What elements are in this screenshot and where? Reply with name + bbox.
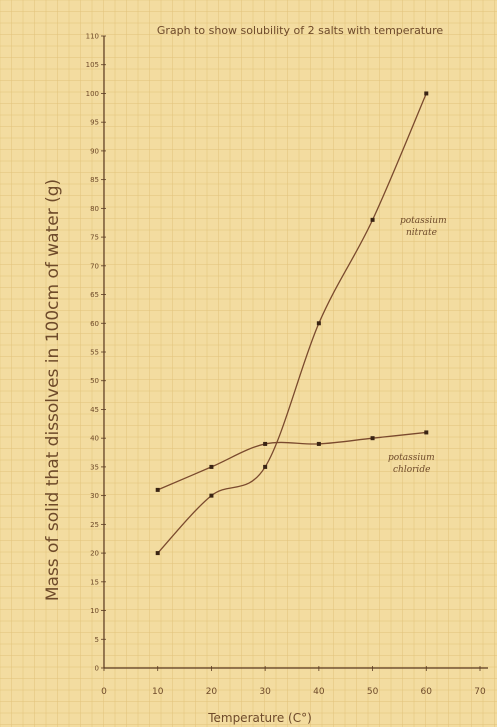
potassium-chloride-point — [263, 441, 268, 446]
chloride-annotation-line1: potassium — [388, 453, 435, 463]
x-tick-label: 10 — [152, 687, 164, 697]
x-tick-label: 60 — [421, 687, 433, 697]
potassium-chloride-point — [155, 487, 160, 492]
y-tick-label: 10 — [90, 607, 99, 615]
potassium-nitrate-point — [155, 551, 160, 556]
y-tick-label: 5 — [95, 636, 99, 644]
y-tick-label: 25 — [90, 521, 99, 529]
y-tick-label: 15 — [90, 578, 99, 586]
y-tick-label: 55 — [90, 349, 99, 357]
chloride-annotation-line2: chloride — [393, 465, 430, 475]
y-tick-label: 45 — [90, 406, 99, 414]
x-tick-label: 20 — [206, 687, 218, 697]
y-tick-label: 105 — [86, 61, 99, 69]
y-tick-label: 35 — [90, 463, 99, 471]
y-tick-label: 40 — [90, 435, 99, 443]
nitrate-annotation-line1: potassium — [400, 216, 447, 226]
potassium-nitrate-point — [209, 493, 214, 498]
potassium-chloride-point — [424, 430, 429, 435]
y-tick-label: 0 — [95, 665, 99, 673]
potassium-nitrate-point — [263, 464, 268, 469]
y-tick-label: 100 — [86, 90, 99, 98]
y-tick-label: 70 — [90, 262, 99, 270]
potassium-nitrate-point — [370, 217, 375, 222]
y-tick-label: 80 — [90, 205, 99, 213]
y-tick-label: 60 — [90, 320, 99, 328]
x-axis-label: Temperature (C°) — [207, 711, 312, 725]
y-tick-label: 90 — [90, 147, 99, 155]
y-tick-label: 50 — [90, 377, 99, 385]
potassium-nitrate-point — [316, 321, 321, 326]
x-tick-label: 0 — [101, 687, 107, 697]
potassium-chloride-point — [316, 441, 321, 446]
nitrate-annotation-line2: nitrate — [406, 228, 437, 238]
potassium-nitrate-point — [424, 91, 429, 96]
y-tick-label: 95 — [90, 119, 99, 127]
potassium-chloride-curve — [157, 431, 427, 491]
x-ticks: 0 10 20 30 40 50 60 70 — [101, 666, 486, 697]
x-tick-label: 30 — [259, 687, 271, 697]
x-tick-label: 40 — [313, 687, 325, 697]
y-axis-label: Mass of solid that dissolves in 100cm of… — [43, 179, 63, 601]
x-tick-label: 70 — [474, 687, 486, 697]
y-tick-label: 65 — [90, 291, 99, 299]
y-tick-label: 30 — [90, 492, 99, 500]
series-layer — [155, 91, 429, 556]
y-tick-label: 20 — [90, 550, 99, 558]
y-tick-label: 75 — [90, 234, 99, 242]
x-tick-label: 50 — [367, 687, 379, 697]
y-tick-label: 110 — [86, 33, 99, 41]
potassium-chloride-point — [209, 464, 214, 469]
y-ticks: 0 5 10 15 20 25 30 35 40 45 50 55 60 65 70 75 80 85 90 95 10… — [86, 33, 106, 673]
chart-title: Graph to show solubility of 2 salts with… — [157, 24, 444, 37]
potassium-chloride-point — [370, 436, 375, 441]
y-tick-label: 85 — [90, 176, 99, 184]
